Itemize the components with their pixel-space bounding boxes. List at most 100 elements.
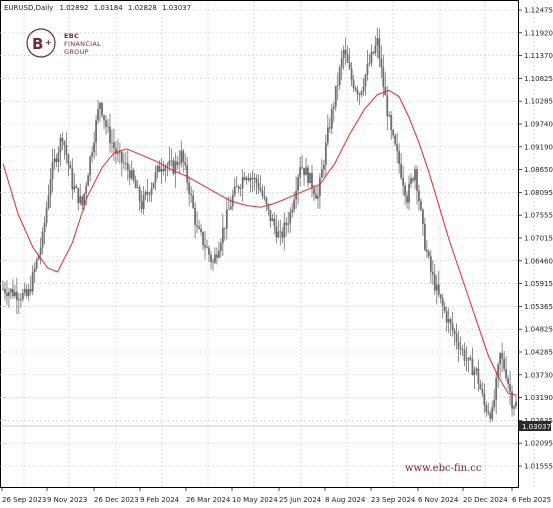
candle-body	[239, 187, 242, 190]
candle-body	[499, 353, 502, 365]
candle-body	[227, 209, 230, 211]
candle-body	[366, 64, 369, 75]
candle-body	[275, 226, 278, 238]
candle-body	[259, 187, 262, 191]
candle-body	[445, 311, 448, 323]
candle-body	[107, 126, 109, 128]
candle-body	[190, 194, 193, 196]
candle-body	[198, 226, 200, 229]
candle-body	[212, 261, 214, 263]
candle-body	[188, 182, 191, 195]
candle-body	[77, 187, 80, 203]
candle-body	[408, 183, 410, 203]
candle-body	[235, 186, 238, 188]
candle-body	[154, 172, 157, 183]
candle-body	[461, 348, 464, 350]
candle-body	[25, 288, 28, 297]
logo-text-line2: FINANCIAL	[64, 40, 101, 48]
candle-body	[144, 192, 147, 196]
candle-body	[233, 186, 236, 195]
candle-body	[208, 247, 210, 255]
candle-body	[423, 223, 426, 250]
low-value: 1.02828	[128, 4, 157, 12]
x-tick-label: 6 Nov 2024	[418, 496, 459, 504]
candle-body	[392, 130, 395, 136]
candle-body	[467, 357, 470, 361]
candle-body	[51, 162, 54, 180]
candle-body	[261, 190, 264, 197]
candle-body	[132, 170, 135, 181]
candle-body	[164, 167, 167, 172]
candle-body	[237, 186, 240, 190]
candle-body	[53, 158, 56, 163]
candle-body	[29, 289, 32, 292]
candle-body	[414, 169, 416, 181]
candle-body	[425, 249, 428, 252]
candle-body	[396, 144, 399, 152]
y-tick-label: 1.09190	[524, 143, 553, 151]
candle-body	[41, 231, 44, 248]
candle-body	[267, 204, 270, 210]
candle-body	[265, 197, 268, 205]
candle-body	[443, 305, 446, 312]
candle-body	[122, 162, 125, 164]
candle-body	[301, 167, 303, 169]
candle-body	[449, 319, 452, 324]
candle-body	[273, 218, 276, 227]
candle-body	[297, 177, 300, 191]
candle-body	[223, 227, 226, 229]
x-tick-label: 26 Mar 2024	[186, 496, 231, 504]
candle-body	[493, 399, 496, 408]
candle-body	[315, 194, 317, 199]
candle-body	[2, 288, 4, 290]
candle-body	[178, 163, 181, 165]
candle-body	[152, 182, 155, 188]
candle-body	[451, 323, 454, 331]
candle-body	[79, 196, 82, 203]
candle-body	[180, 150, 183, 164]
candle-body	[65, 145, 68, 155]
candle-body	[59, 137, 62, 153]
y-tick-label: 1.06460	[524, 257, 553, 265]
candle-body	[45, 208, 48, 224]
candle-body	[402, 177, 405, 186]
candle-body	[128, 170, 131, 179]
candle-body	[142, 195, 145, 210]
candles	[2, 27, 517, 423]
candle-body	[168, 160, 171, 166]
candle-body	[475, 368, 478, 371]
candle-body	[305, 167, 307, 176]
y-tick-label: 1.08650	[524, 166, 553, 174]
candle-body	[348, 62, 351, 69]
candle-body	[210, 254, 212, 262]
candle-body	[67, 154, 70, 165]
candle-body	[243, 177, 246, 180]
candle-body	[317, 195, 319, 199]
candle-body	[245, 177, 248, 180]
candle-body	[176, 161, 179, 165]
candle-body	[299, 167, 302, 178]
candle-body	[63, 141, 66, 146]
candle-body	[491, 407, 494, 419]
x-tick-label: 26 Dec 2023	[94, 496, 139, 504]
candle-body	[311, 172, 313, 189]
candle-body	[247, 177, 250, 181]
candle-body	[485, 405, 488, 412]
y-tick-label: 1.07555	[524, 212, 553, 220]
y-tick-label: 1.07015	[524, 235, 553, 243]
candle-body	[416, 169, 418, 191]
candle-body	[356, 89, 359, 95]
y-axis: 1.12475 1.11920 1.11370 1.10825 1.10285 1.097…	[519, 7, 553, 471]
candle-body	[453, 330, 456, 334]
candle-body	[279, 231, 282, 233]
candle-body	[340, 58, 343, 68]
candle-body	[109, 126, 111, 144]
candle-body	[229, 206, 232, 210]
candle-body	[111, 142, 113, 144]
open-value: 1.02892	[60, 4, 89, 12]
candle-body	[87, 175, 90, 186]
candle-body	[214, 254, 216, 263]
candle-body	[380, 58, 383, 68]
y-tick-label: 1.01555	[524, 463, 553, 471]
